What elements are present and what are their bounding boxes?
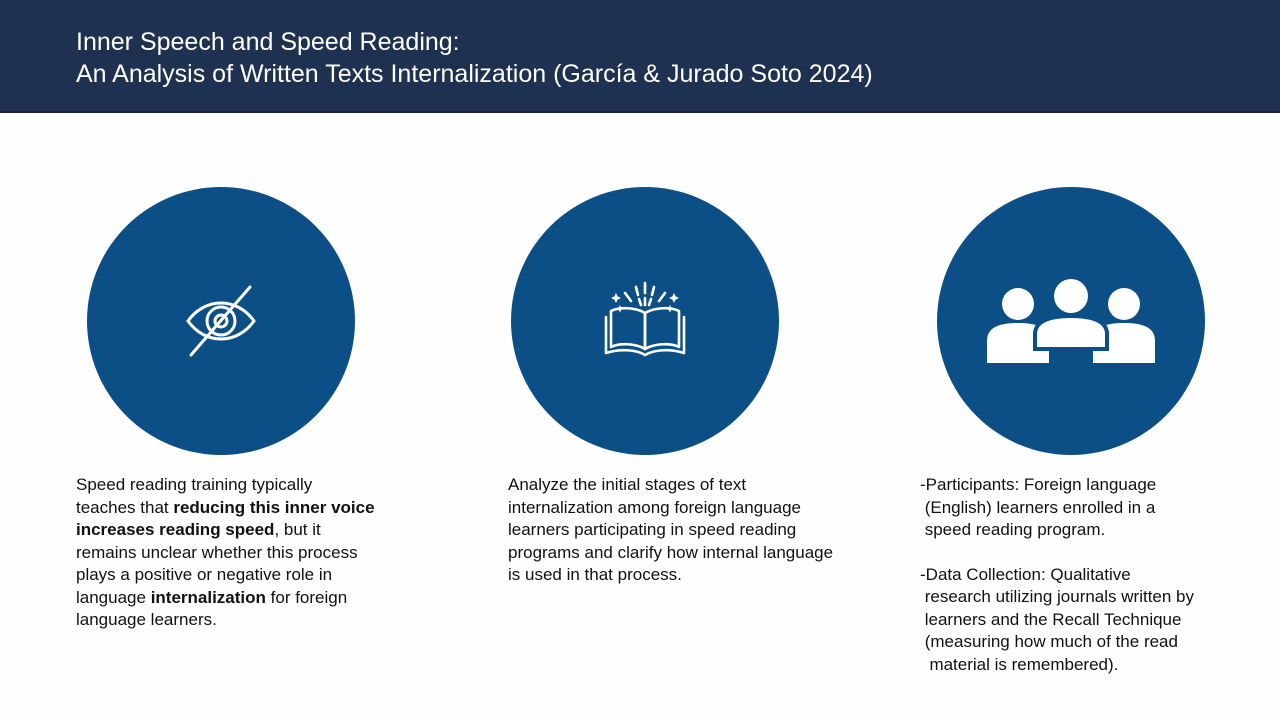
bold-phrase-reducing-inner-voice: reducing this inner voice increases read… <box>76 497 375 540</box>
data-collection-line: -Data Collection: Qualitative <box>920 564 1131 584</box>
column-1-text: Speed reading training typically teaches… <box>76 474 376 632</box>
data-collection-line: material is remembered). <box>920 654 1119 674</box>
data-collection-line: (measuring how much of the read <box>920 632 1178 651</box>
slide-title-line-1: Inner Speech and Speed Reading: <box>76 28 460 56</box>
paragraph-segment: , but it remains unclear whether this pr… <box>76 520 358 607</box>
participants-paragraph: -Participants: Foreign language (English… <box>920 474 1250 542</box>
participants-line: -Participants: Foreign language <box>920 475 1157 494</box>
column-2-text: Analyze the initial stages of text inter… <box>508 474 838 587</box>
data-collection-line: learners and the Recall Technique <box>920 609 1182 629</box>
data-collection-line: research utilizing journals written by <box>920 587 1195 606</box>
title-bar: Inner Speech and Speed Reading: An Analy… <box>0 0 1280 113</box>
inner-voice-paragraph: Speed reading training typically teaches… <box>76 474 376 632</box>
slide-title-line-2: An Analysis of Written Texts Internaliza… <box>76 60 873 88</box>
participants-line: speed reading program. <box>920 520 1106 539</box>
paragraph-segment: for foreign language learners. <box>76 587 348 630</box>
column-3-text: -Participants: Foreign language (English… <box>920 474 1250 676</box>
eye-slash-icon <box>186 285 256 357</box>
open-book-circle <box>511 187 779 455</box>
bold-word-internalization: internalization <box>150 587 266 607</box>
participants-line: (English) learners enrolled in a <box>920 497 1156 517</box>
paragraph-segment: Speed reading training typically teaches… <box>76 475 313 517</box>
group-users-circle <box>937 187 1205 455</box>
data-collection-paragraph: -Data Collection: Qualitative research u… <box>920 564 1250 677</box>
open-book-icon <box>604 281 686 357</box>
objective-paragraph: Analyze the initial stages of text inter… <box>508 475 834 584</box>
eye-slash-circle <box>87 187 355 455</box>
group-users-icon <box>987 279 1155 363</box>
